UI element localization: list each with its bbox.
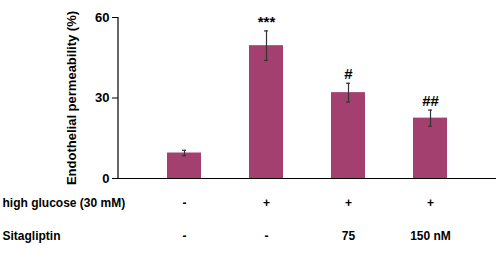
svg-text:+: + — [427, 196, 434, 210]
svg-text:Endothelial permeability (%): Endothelial permeability (%) — [64, 11, 79, 185]
svg-text:60: 60 — [95, 10, 109, 25]
svg-text:#: # — [344, 65, 353, 82]
svg-text:0: 0 — [102, 171, 109, 186]
svg-text:-: - — [183, 229, 187, 243]
svg-text:high glucose (30 mM): high glucose (30 mM) — [3, 196, 126, 210]
svg-text:##: ## — [422, 92, 439, 109]
svg-text:-: - — [265, 229, 269, 243]
svg-text:150 nM: 150 nM — [410, 229, 451, 243]
svg-text:+: + — [345, 196, 352, 210]
svg-text:75: 75 — [342, 229, 356, 243]
svg-text:+: + — [263, 196, 270, 210]
svg-text:Sitagliptin: Sitagliptin — [3, 229, 61, 243]
svg-text:30: 30 — [95, 90, 109, 105]
svg-text:-: - — [183, 196, 187, 210]
svg-text:***: *** — [258, 13, 276, 30]
